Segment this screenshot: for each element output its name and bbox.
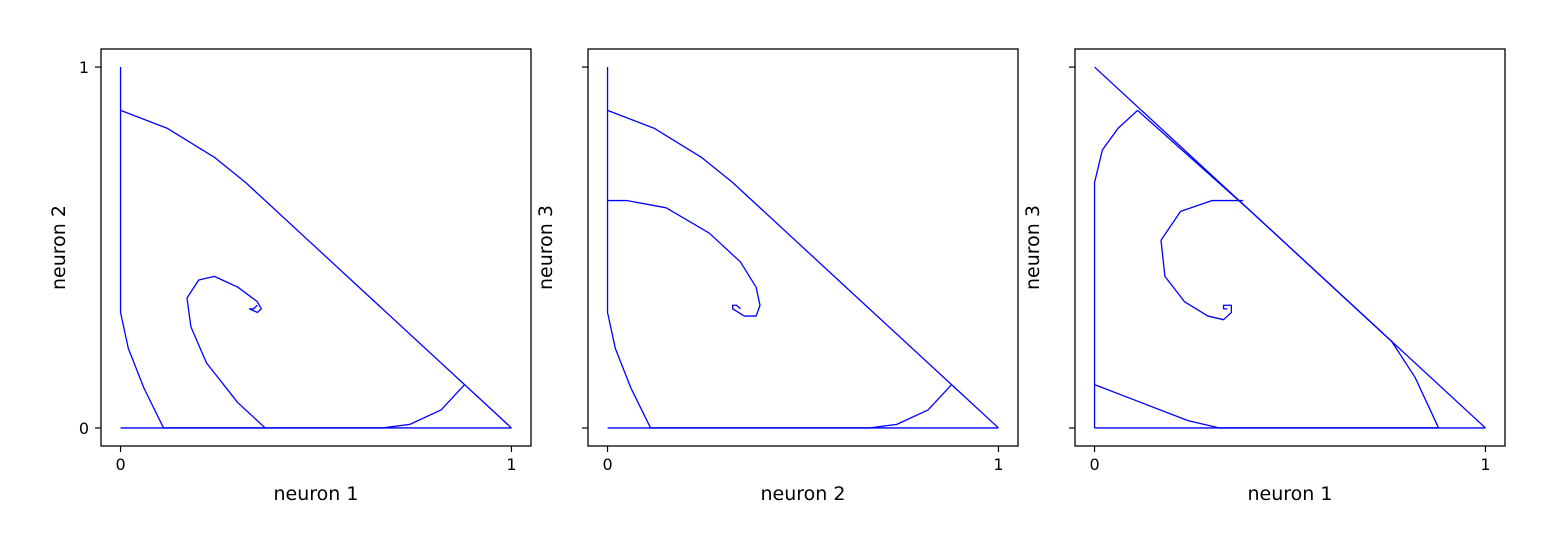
x-tick-label: 1 <box>506 455 516 474</box>
trajectory-line-5 <box>186 275 266 429</box>
series-layer <box>606 67 999 429</box>
series-layer <box>1093 66 1486 429</box>
plot-frame <box>587 48 1019 447</box>
series-layer <box>119 67 512 429</box>
y-axis-label: neuron 2 <box>48 205 70 290</box>
y-axis-label: neuron 3 <box>535 205 557 290</box>
x-tick-label: 0 <box>115 455 125 474</box>
trajectory-line-2 <box>120 109 512 429</box>
trajectory-line-2 <box>1093 109 1138 428</box>
tick-layer: 0 1 0 1 <box>79 58 517 474</box>
x-tick-label: 1 <box>993 455 1003 474</box>
plot-frame <box>100 48 532 447</box>
y-axis-label: neuron 3 <box>1022 205 1044 290</box>
x-axis-label: neuron 1 <box>274 483 359 505</box>
plot-frame <box>1074 48 1506 447</box>
trajectory-line-5 <box>1094 384 1439 429</box>
x-axis-label: neuron 2 <box>761 483 846 505</box>
trajectory-line-1 <box>119 67 165 429</box>
y-tick-label: 0 <box>79 419 89 438</box>
trajectory-line-5 <box>607 199 761 317</box>
trajectory-line-1 <box>606 67 652 429</box>
trajectory-line-3 <box>1137 109 1440 429</box>
trajectory-line-4 <box>650 384 953 429</box>
x-tick-label: 0 <box>602 455 612 474</box>
trajectory-line-2 <box>607 109 999 429</box>
subplot-1: 0 1 0 1 neuron 1 neuron 2 <box>48 48 532 505</box>
x-tick-label: 1 <box>1480 455 1490 474</box>
trajectory-line-6 <box>1160 199 1244 321</box>
y-tick-label: 1 <box>79 58 89 77</box>
x-axis-label: neuron 1 <box>1248 483 1333 505</box>
trajectory-line-4 <box>163 384 466 429</box>
x-tick-label: 0 <box>1089 455 1099 474</box>
